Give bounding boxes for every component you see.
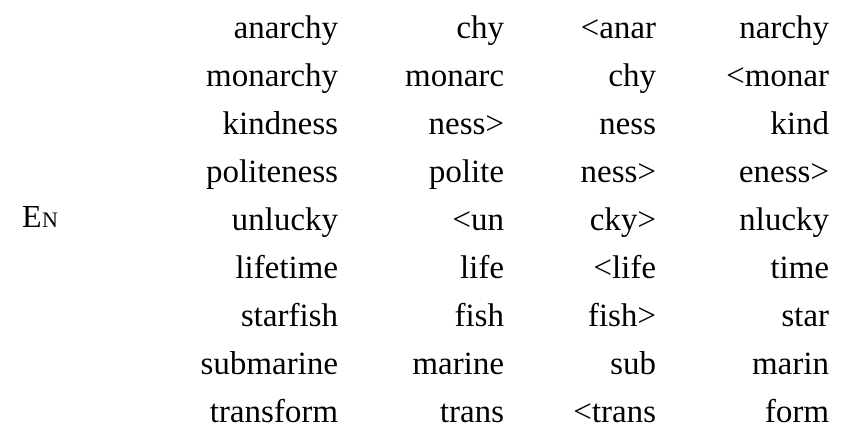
segment-cell: star bbox=[781, 298, 829, 334]
segment-cell: life bbox=[460, 250, 504, 286]
table-row: unlucky <un cky> nlucky bbox=[160, 196, 829, 244]
segment-cell: fish> bbox=[587, 298, 656, 334]
segment-cell: <trans bbox=[573, 394, 656, 430]
segment-cell: nlucky bbox=[739, 202, 829, 238]
language-label: En bbox=[22, 198, 59, 234]
segment-cell: marine bbox=[412, 346, 504, 382]
word-cell: submarine bbox=[200, 346, 338, 382]
segment-cell: time bbox=[770, 250, 829, 286]
segment-cell: eness> bbox=[738, 154, 829, 190]
word-cell: lifetime bbox=[235, 250, 338, 286]
table-row: kindness ness> ness kind bbox=[160, 100, 830, 148]
table-row: submarine marine sub marin bbox=[160, 340, 829, 388]
table-row: lifetime life <life time bbox=[160, 244, 829, 292]
word-cell: monarchy bbox=[206, 58, 338, 94]
segment-cell: fish bbox=[454, 298, 505, 334]
word-cell: starfish bbox=[240, 298, 338, 334]
table-row: starfish fish fish> star bbox=[160, 292, 829, 340]
word-cell: anarchy bbox=[233, 10, 338, 46]
segment-cell: <monar bbox=[726, 58, 829, 94]
segment-cell: ness> bbox=[580, 154, 656, 190]
segment-cell: monarc bbox=[405, 58, 504, 94]
segment-cell: chy bbox=[608, 58, 656, 94]
segment-cell: trans bbox=[439, 394, 504, 430]
segment-cell: kind bbox=[770, 106, 829, 142]
segment-cell: chy bbox=[456, 10, 504, 46]
segment-cell: marin bbox=[752, 346, 829, 382]
table-row: anarchy chy <anar narchy bbox=[160, 4, 829, 52]
segment-cell: ness> bbox=[428, 106, 504, 142]
segment-cell: <un bbox=[452, 202, 504, 238]
word-cell: unlucky bbox=[231, 202, 338, 238]
segment-cell: <life bbox=[593, 250, 656, 286]
word-cell: transform bbox=[209, 394, 338, 430]
word-cell: kindness bbox=[222, 106, 339, 142]
segment-cell: polite bbox=[428, 154, 504, 190]
word-cell: politeness bbox=[206, 154, 338, 190]
segment-cell: form bbox=[764, 394, 829, 430]
segmentation-table: anarchy chy <anar narchy monarchy monarc… bbox=[160, 4, 829, 436]
segment-cell: sub bbox=[610, 346, 656, 382]
segment-cell: cky> bbox=[589, 202, 656, 238]
segment-cell: ness bbox=[599, 106, 656, 142]
table-row: monarchy monarc chy <monar bbox=[160, 52, 829, 100]
table-row: politeness polite ness> eness> bbox=[160, 148, 829, 196]
segment-cell: narchy bbox=[739, 10, 829, 46]
segment-cell: <anar bbox=[580, 10, 656, 46]
table-row: transform trans <trans form bbox=[160, 388, 829, 436]
